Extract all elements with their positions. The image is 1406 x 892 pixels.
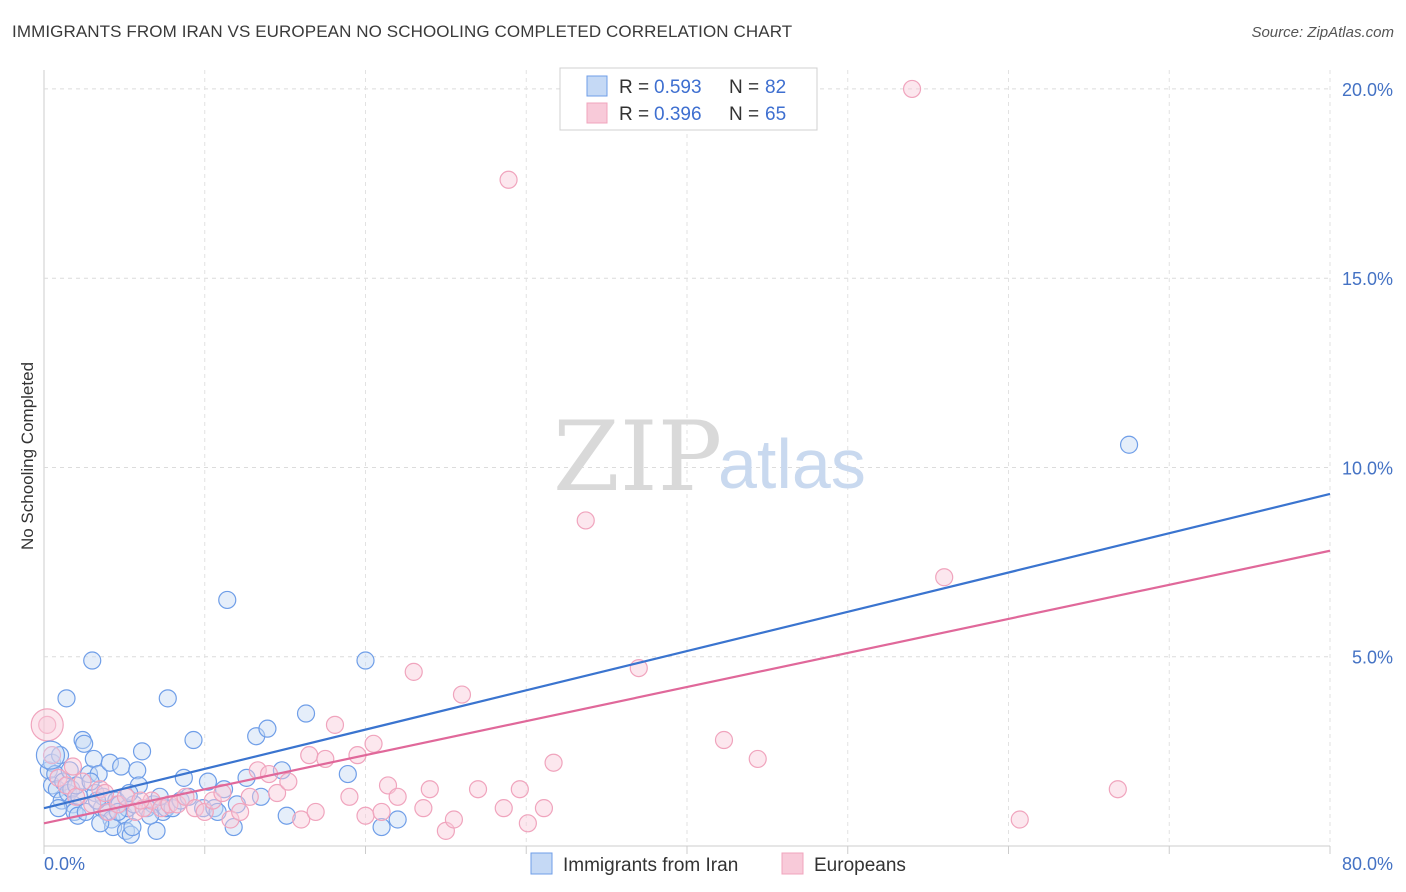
point-europeans — [38, 715, 57, 734]
point-europeans — [186, 799, 205, 818]
y-tick-label: 20.0% — [1342, 80, 1393, 100]
point-europeans — [203, 791, 222, 810]
point-europeans — [902, 79, 922, 99]
point-iran — [75, 734, 94, 753]
x-tick-label-max: 80.0% — [1342, 854, 1393, 874]
point-europeans — [300, 746, 319, 765]
point-europeans — [73, 772, 92, 791]
point-europeans — [420, 780, 439, 799]
point-iran — [338, 764, 357, 784]
point-europeans — [935, 568, 954, 587]
point-europeans — [42, 746, 62, 765]
point-europeans — [340, 787, 359, 806]
point-europeans — [267, 783, 287, 803]
point-iran — [47, 780, 66, 799]
point-europeans — [576, 511, 595, 530]
x-tick-label-min: 0.0% — [44, 854, 85, 874]
bottom-legend-label-europeans: Europeans — [814, 855, 906, 876]
legend-iran-r-label: R = — [619, 77, 649, 98]
bottom-legend-swatch-europeans — [781, 852, 804, 875]
point-europeans — [404, 662, 423, 681]
point-iran — [277, 806, 296, 825]
point-europeans — [1108, 780, 1127, 799]
point-europeans — [494, 799, 513, 818]
point-europeans-large — [30, 708, 64, 742]
point-europeans — [510, 780, 529, 799]
legend-iran-r-value: 0.593 — [654, 77, 702, 98]
point-europeans — [63, 757, 83, 776]
data-points — [30, 79, 1139, 844]
trend-lines — [43, 492, 1331, 825]
point-europeans — [748, 749, 767, 769]
point-europeans — [325, 715, 345, 734]
bottom-legend: Immigrants from Iran Europeans — [530, 852, 906, 876]
point-iran — [356, 651, 375, 670]
chart-source: Source: ZipAtlas.com — [1251, 24, 1394, 41]
point-europeans — [518, 814, 537, 833]
point-europeans — [714, 730, 734, 750]
point-europeans — [279, 772, 298, 791]
point-europeans — [544, 753, 563, 772]
point-europeans — [468, 780, 488, 799]
point-iran — [84, 749, 103, 769]
y-tick-label: 10.0% — [1342, 458, 1393, 478]
point-europeans — [388, 787, 407, 806]
legend-europeans-n-label: N = — [729, 104, 759, 125]
point-iran — [132, 742, 152, 761]
watermark-atlas: atlas — [718, 425, 866, 503]
point-europeans — [444, 810, 464, 829]
point-iran — [372, 817, 391, 837]
chart-title: IMMIGRANTS FROM IRAN VS EUROPEAN NO SCHO… — [12, 22, 793, 41]
point-europeans — [364, 734, 383, 753]
y-tick-labels: 5.0% 10.0% 15.0% 20.0% — [1342, 80, 1393, 668]
bottom-legend-swatch-iran — [530, 852, 553, 875]
legend-europeans-r-value: 0.396 — [654, 104, 702, 125]
legend-iran-n-label: N = — [729, 77, 759, 98]
point-iran — [128, 761, 147, 780]
trend-line-europeans — [43, 549, 1331, 825]
point-europeans — [372, 802, 391, 822]
top-legend: R = 0.593 N = 82 R = 0.396 N = 65 — [559, 67, 818, 131]
point-iran-large — [35, 740, 66, 770]
point-europeans — [414, 799, 433, 818]
legend-europeans-n-value: 65 — [765, 104, 786, 125]
point-iran — [158, 689, 177, 708]
point-europeans — [231, 802, 250, 822]
y-tick-label: 15.0% — [1342, 269, 1393, 289]
point-europeans — [306, 802, 325, 822]
point-iran — [1119, 435, 1139, 454]
legend-swatch-europeans — [586, 102, 608, 124]
point-iran — [198, 772, 218, 791]
point-europeans — [452, 685, 472, 704]
point-iran — [218, 590, 237, 610]
point-iran — [388, 810, 407, 829]
bottom-legend-label-iran: Immigrants from Iran — [563, 855, 738, 876]
point-iran — [121, 825, 140, 844]
point-iran — [147, 821, 166, 840]
watermark-zip: ZIP — [553, 401, 722, 513]
y-tick-label: 5.0% — [1352, 648, 1393, 668]
point-europeans — [356, 806, 375, 825]
trend-line-iran — [43, 492, 1331, 810]
legend-iran-n-value: 82 — [765, 77, 786, 98]
legend-europeans-r-label: R = — [619, 104, 649, 125]
point-europeans — [292, 810, 311, 829]
point-iran — [112, 757, 131, 776]
point-iran — [296, 704, 316, 723]
point-iran — [100, 753, 120, 772]
point-europeans — [240, 787, 259, 806]
point-iran — [83, 651, 102, 670]
legend-swatch-iran — [586, 75, 608, 97]
y-axis-title: No Schooling Completed — [18, 362, 37, 550]
point-europeans — [499, 170, 518, 189]
point-europeans — [534, 799, 554, 818]
point-iran — [184, 730, 203, 750]
point-iran — [123, 817, 142, 837]
point-europeans — [1010, 810, 1029, 829]
point-iran — [57, 689, 76, 708]
point-europeans — [221, 810, 240, 829]
point-iran — [258, 719, 277, 738]
